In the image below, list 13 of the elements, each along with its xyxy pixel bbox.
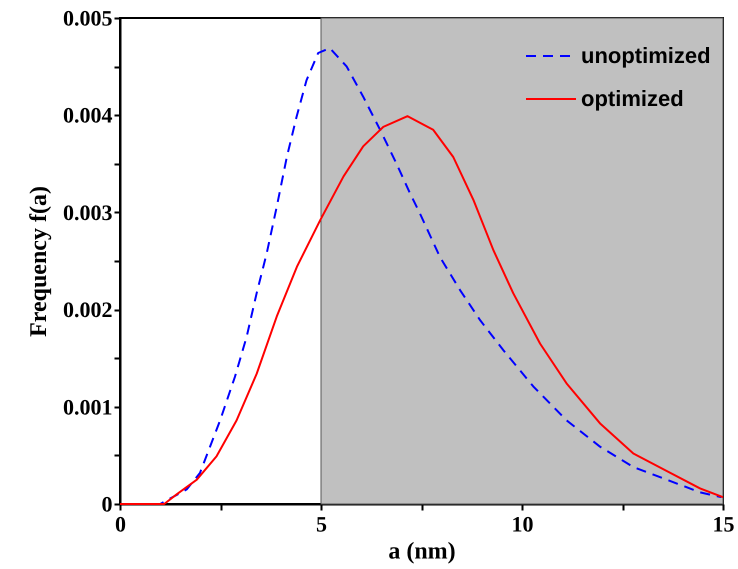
y-axis-title: Frequency f(a) — [26, 186, 52, 337]
y-tick-label: 0.003 — [63, 200, 112, 225]
y-tick-label: 0.002 — [63, 297, 112, 322]
x-tick-label: 5 — [316, 512, 327, 536]
y-tick-label: 0 — [102, 492, 112, 516]
y-tick-label: 0.005 — [63, 6, 112, 30]
legend-label: optimized — [581, 86, 684, 111]
x-tick-label: 10 — [512, 512, 534, 536]
legend-label: unoptimized — [581, 43, 711, 68]
x-tick-label: 15 — [712, 512, 734, 536]
y-tick-label: 0.001 — [63, 394, 112, 420]
x-axis-title: a (nm) — [388, 538, 456, 564]
y-tick-label: 0.004 — [63, 102, 112, 128]
